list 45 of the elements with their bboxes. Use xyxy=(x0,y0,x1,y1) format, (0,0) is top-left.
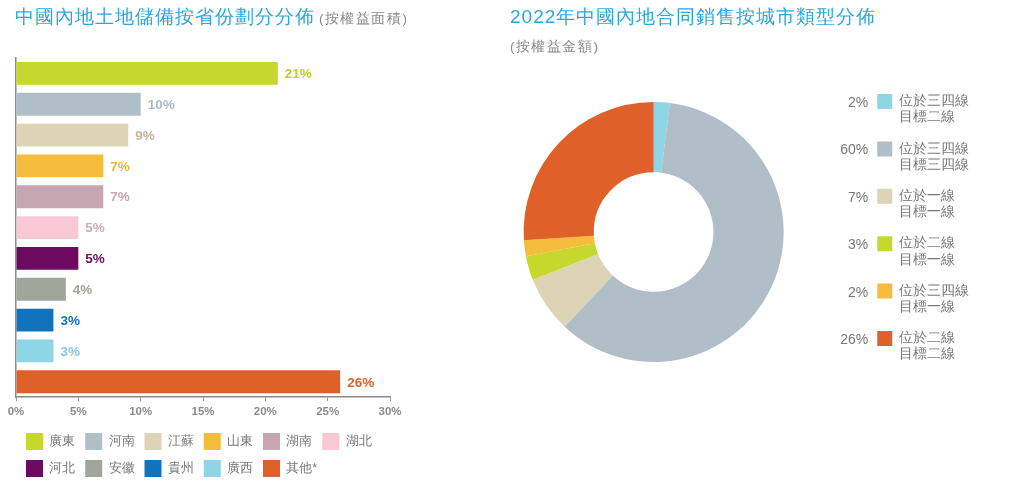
x-tick-label: 20% xyxy=(253,405,277,418)
x-tick-label: 25% xyxy=(316,405,340,418)
data-label: 3% xyxy=(60,343,80,359)
chart-subtitle: (按權益金額) xyxy=(510,38,601,56)
legend-label: 貴州 xyxy=(167,460,194,475)
chart-subtitle: (按權益面積) xyxy=(319,11,409,26)
data-label: 3% xyxy=(848,236,869,253)
chart-title: 2022年中國內地合同銷售按城市類型分佈 xyxy=(510,6,877,27)
legend-label: 位於二線目標一線 xyxy=(899,235,955,267)
x-tick-label: 15% xyxy=(191,405,215,418)
data-label: 60% xyxy=(840,141,869,158)
data-label: 7% xyxy=(110,189,130,205)
data-label: 26% xyxy=(347,374,375,390)
data-label: 9% xyxy=(135,127,155,143)
x-tick-label: 30% xyxy=(378,405,402,418)
legend-label: 安徽 xyxy=(108,459,135,475)
legend-label: 山東 xyxy=(227,433,253,448)
legend-label: 其他* xyxy=(286,460,318,475)
data-label: 7% xyxy=(848,188,869,205)
legend-label: 位於一線目標一線 xyxy=(899,188,955,220)
legend-label: 湖北 xyxy=(345,433,372,448)
legend-label: 位於二線目標二線 xyxy=(899,330,955,362)
data-label: 5% xyxy=(85,251,105,267)
data-label: 2% xyxy=(848,93,869,110)
data-label: 26% xyxy=(840,330,869,347)
data-label: 7% xyxy=(110,158,130,174)
legend-label: 廣西 xyxy=(227,460,253,475)
legend-label: 江蘇 xyxy=(167,433,194,448)
legend-label: 湖南 xyxy=(286,433,313,448)
x-tick-label: 0% xyxy=(7,405,25,418)
legend-label: 位於三四線目標一線 xyxy=(899,282,969,315)
data-label: 10% xyxy=(147,96,175,112)
chart-title: 中國內地土地儲備按省份劃分分佈 xyxy=(15,6,315,27)
data-label: 21% xyxy=(284,66,312,82)
legend-label: 位於三四線目標二線 xyxy=(899,93,969,125)
legend-label: 位於三四線目標三四線 xyxy=(899,140,969,172)
data-label: 2% xyxy=(848,283,869,300)
x-tick-label: 5% xyxy=(70,405,87,418)
data-label: 3% xyxy=(60,312,80,328)
x-tick-label: 10% xyxy=(129,405,153,418)
legend-label: 河南 xyxy=(108,433,135,448)
data-label: 5% xyxy=(85,220,105,236)
data-label: 4% xyxy=(72,281,93,297)
legend-label: 河北 xyxy=(49,460,76,475)
legend-label: 廣東 xyxy=(49,433,76,448)
